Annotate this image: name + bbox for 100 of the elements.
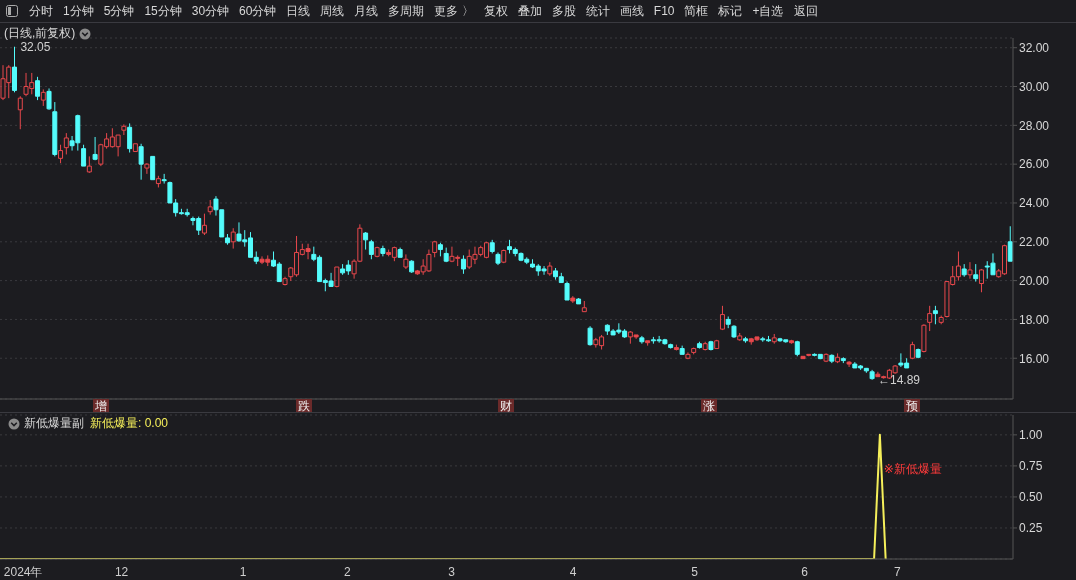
y-tick-label: 26.00: [1019, 157, 1050, 172]
candlestick: [17, 95, 23, 130]
candlestick: [547, 261, 553, 277]
candlestick: [52, 101, 58, 157]
candlestick: [685, 351, 691, 360]
candlestick: [501, 249, 507, 264]
y-tick-label: 24.00: [1019, 196, 1050, 211]
candlestick: [719, 305, 725, 331]
candlestick: [437, 242, 443, 257]
candlestick: [282, 276, 288, 286]
candlestick: [12, 46, 18, 93]
candlestick: [230, 227, 236, 250]
y-tick-label: 16.00: [1019, 351, 1050, 366]
y-tick-label: 30.00: [1019, 79, 1050, 94]
candlestick: [374, 246, 380, 258]
annotation: 32.05: [20, 39, 51, 54]
candlestick: [645, 340, 651, 347]
candlestick: [334, 266, 340, 288]
text: 60分钟: [238, 2, 278, 20]
y-tick-label: 28.00: [1019, 118, 1050, 133]
candlestick: [207, 199, 213, 216]
candlestick: [138, 143, 144, 181]
candlestick: [938, 315, 944, 325]
text: 日线: [285, 2, 312, 20]
text: 财: [498, 399, 515, 413]
candlestick: [927, 305, 933, 332]
text: 预: [903, 399, 920, 413]
text: 分时: [28, 2, 54, 20]
x-tick-label: 5: [691, 564, 699, 579]
x-tick-label: 2: [343, 564, 351, 579]
candlestick: [368, 239, 374, 260]
candlestick: [81, 144, 87, 167]
candlestick: [576, 297, 582, 305]
x-tick-label: 12: [114, 564, 129, 579]
text: 返回: [792, 2, 819, 20]
text: 15分钟: [143, 2, 183, 20]
text: 多周期: [387, 2, 426, 20]
text: 新低爆量: 0.00: [90, 415, 169, 432]
candlestick: [121, 123, 127, 136]
candlestick: [840, 356, 846, 364]
y-tick-label: 18.00: [1019, 312, 1050, 327]
annotation: ※新低爆量: [883, 462, 942, 477]
candlestick: [714, 339, 720, 350]
candlestick: [58, 144, 64, 164]
candlestick: [909, 341, 915, 360]
candlestick: [800, 355, 806, 360]
candlestick: [46, 87, 52, 111]
candlestick: [973, 263, 979, 283]
y-tick-label: 0.50: [1019, 490, 1043, 505]
text: 画线: [618, 2, 645, 20]
candlestick: [742, 336, 748, 344]
candlestick: [144, 162, 150, 175]
candlestick: [731, 324, 737, 339]
x-tick-label: 1: [239, 564, 247, 579]
text: 增: [93, 399, 110, 413]
candlestick: [725, 316, 731, 329]
candlestick: [823, 352, 829, 363]
candlestick: [432, 240, 438, 258]
candlestick: [915, 348, 921, 359]
x-tick-label: 7: [893, 564, 901, 579]
candlestick: [443, 247, 449, 263]
x-tick-label: 2024年: [3, 564, 43, 579]
text: 30分钟: [190, 2, 231, 20]
candlestick: [35, 76, 41, 101]
candlestick: [668, 343, 674, 350]
candlestick: [932, 305, 938, 325]
text: 复权: [482, 2, 509, 20]
candlestick: [403, 253, 409, 270]
chart-title: 新低爆量副: [24, 415, 84, 432]
candlestick: [150, 155, 156, 181]
candlestick: [581, 300, 587, 313]
candlestick: [961, 263, 967, 278]
chart-title: (日线,前复权): [4, 25, 76, 42]
candlestick: [564, 281, 570, 301]
candlestick: [363, 231, 369, 251]
y-tick-label: 32.00: [1019, 40, 1050, 55]
candlestick: [201, 213, 207, 236]
candlestick: [771, 333, 777, 345]
candlestick: [639, 335, 645, 345]
x-tick-label: 4: [569, 564, 577, 579]
text: F10: [652, 4, 676, 18]
candlestick: [63, 132, 69, 155]
candlestick: [155, 175, 161, 188]
y-tick-label: 0.75: [1019, 459, 1043, 474]
text: 多股: [550, 2, 577, 20]
text: 月线: [353, 2, 380, 20]
candlestick: [40, 88, 46, 107]
candlestick: [127, 122, 133, 154]
candlestick: [570, 295, 576, 304]
candlestick: [835, 352, 841, 364]
text: 统计: [584, 2, 611, 20]
candlestick: [86, 155, 92, 174]
candlestick: [921, 323, 927, 353]
candlestick: [708, 340, 714, 351]
text: 跌: [295, 399, 312, 413]
text: 1分钟: [62, 2, 95, 20]
y-tick-label: 22.00: [1019, 235, 1050, 250]
candlestick: [587, 325, 593, 347]
text: 5分钟: [102, 2, 136, 20]
text: 简框: [683, 2, 710, 20]
